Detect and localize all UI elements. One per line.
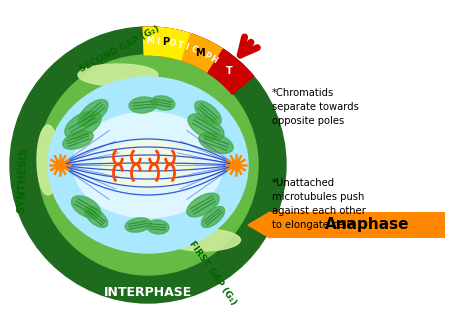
Text: FIRST GAP (G₁): FIRST GAP (G₁) <box>188 239 238 307</box>
Ellipse shape <box>165 229 240 251</box>
Text: SYNTHESIS: SYNTHESIS <box>16 147 28 213</box>
Ellipse shape <box>187 193 219 217</box>
Ellipse shape <box>84 206 108 227</box>
Text: *Unattached
microtubules push
against each other
to elongate cells: *Unattached microtubules push against ea… <box>272 178 366 230</box>
Circle shape <box>10 27 286 303</box>
Text: C: C <box>190 45 198 55</box>
Text: Anaphase: Anaphase <box>325 217 410 232</box>
Ellipse shape <box>73 112 223 218</box>
Circle shape <box>38 55 258 275</box>
Ellipse shape <box>63 131 93 149</box>
Text: T: T <box>176 40 183 50</box>
Ellipse shape <box>103 141 193 189</box>
Text: P: P <box>202 51 212 61</box>
Ellipse shape <box>188 114 224 140</box>
Ellipse shape <box>195 101 221 125</box>
Ellipse shape <box>65 111 101 139</box>
Ellipse shape <box>37 125 59 195</box>
Wedge shape <box>143 27 227 75</box>
Ellipse shape <box>199 133 233 154</box>
Wedge shape <box>182 34 223 73</box>
Ellipse shape <box>129 97 157 113</box>
Ellipse shape <box>48 77 248 253</box>
Text: M: M <box>146 36 154 46</box>
Text: M: M <box>196 48 205 58</box>
Ellipse shape <box>78 100 108 127</box>
Text: I: I <box>156 37 159 46</box>
Ellipse shape <box>201 206 225 227</box>
Text: *Chromatids
separate towards
opposite poles: *Chromatids separate towards opposite po… <box>272 88 359 126</box>
Ellipse shape <box>151 96 175 110</box>
Text: SECOND GAP (G₂): SECOND GAP (G₂) <box>79 24 162 74</box>
Text: T: T <box>162 37 168 47</box>
Wedge shape <box>143 27 191 60</box>
Text: INTERPHASE: INTERPHASE <box>104 286 192 299</box>
Text: P: P <box>162 37 169 47</box>
Text: T: T <box>226 66 233 76</box>
Ellipse shape <box>147 220 169 234</box>
Ellipse shape <box>72 196 100 218</box>
Text: O: O <box>168 38 176 49</box>
Circle shape <box>231 160 241 170</box>
Ellipse shape <box>78 64 158 86</box>
Polygon shape <box>248 212 270 238</box>
FancyBboxPatch shape <box>270 212 445 238</box>
Text: H: H <box>209 54 219 65</box>
Ellipse shape <box>125 218 151 232</box>
Wedge shape <box>208 49 254 94</box>
Text: I: I <box>184 43 190 52</box>
Circle shape <box>55 160 65 170</box>
